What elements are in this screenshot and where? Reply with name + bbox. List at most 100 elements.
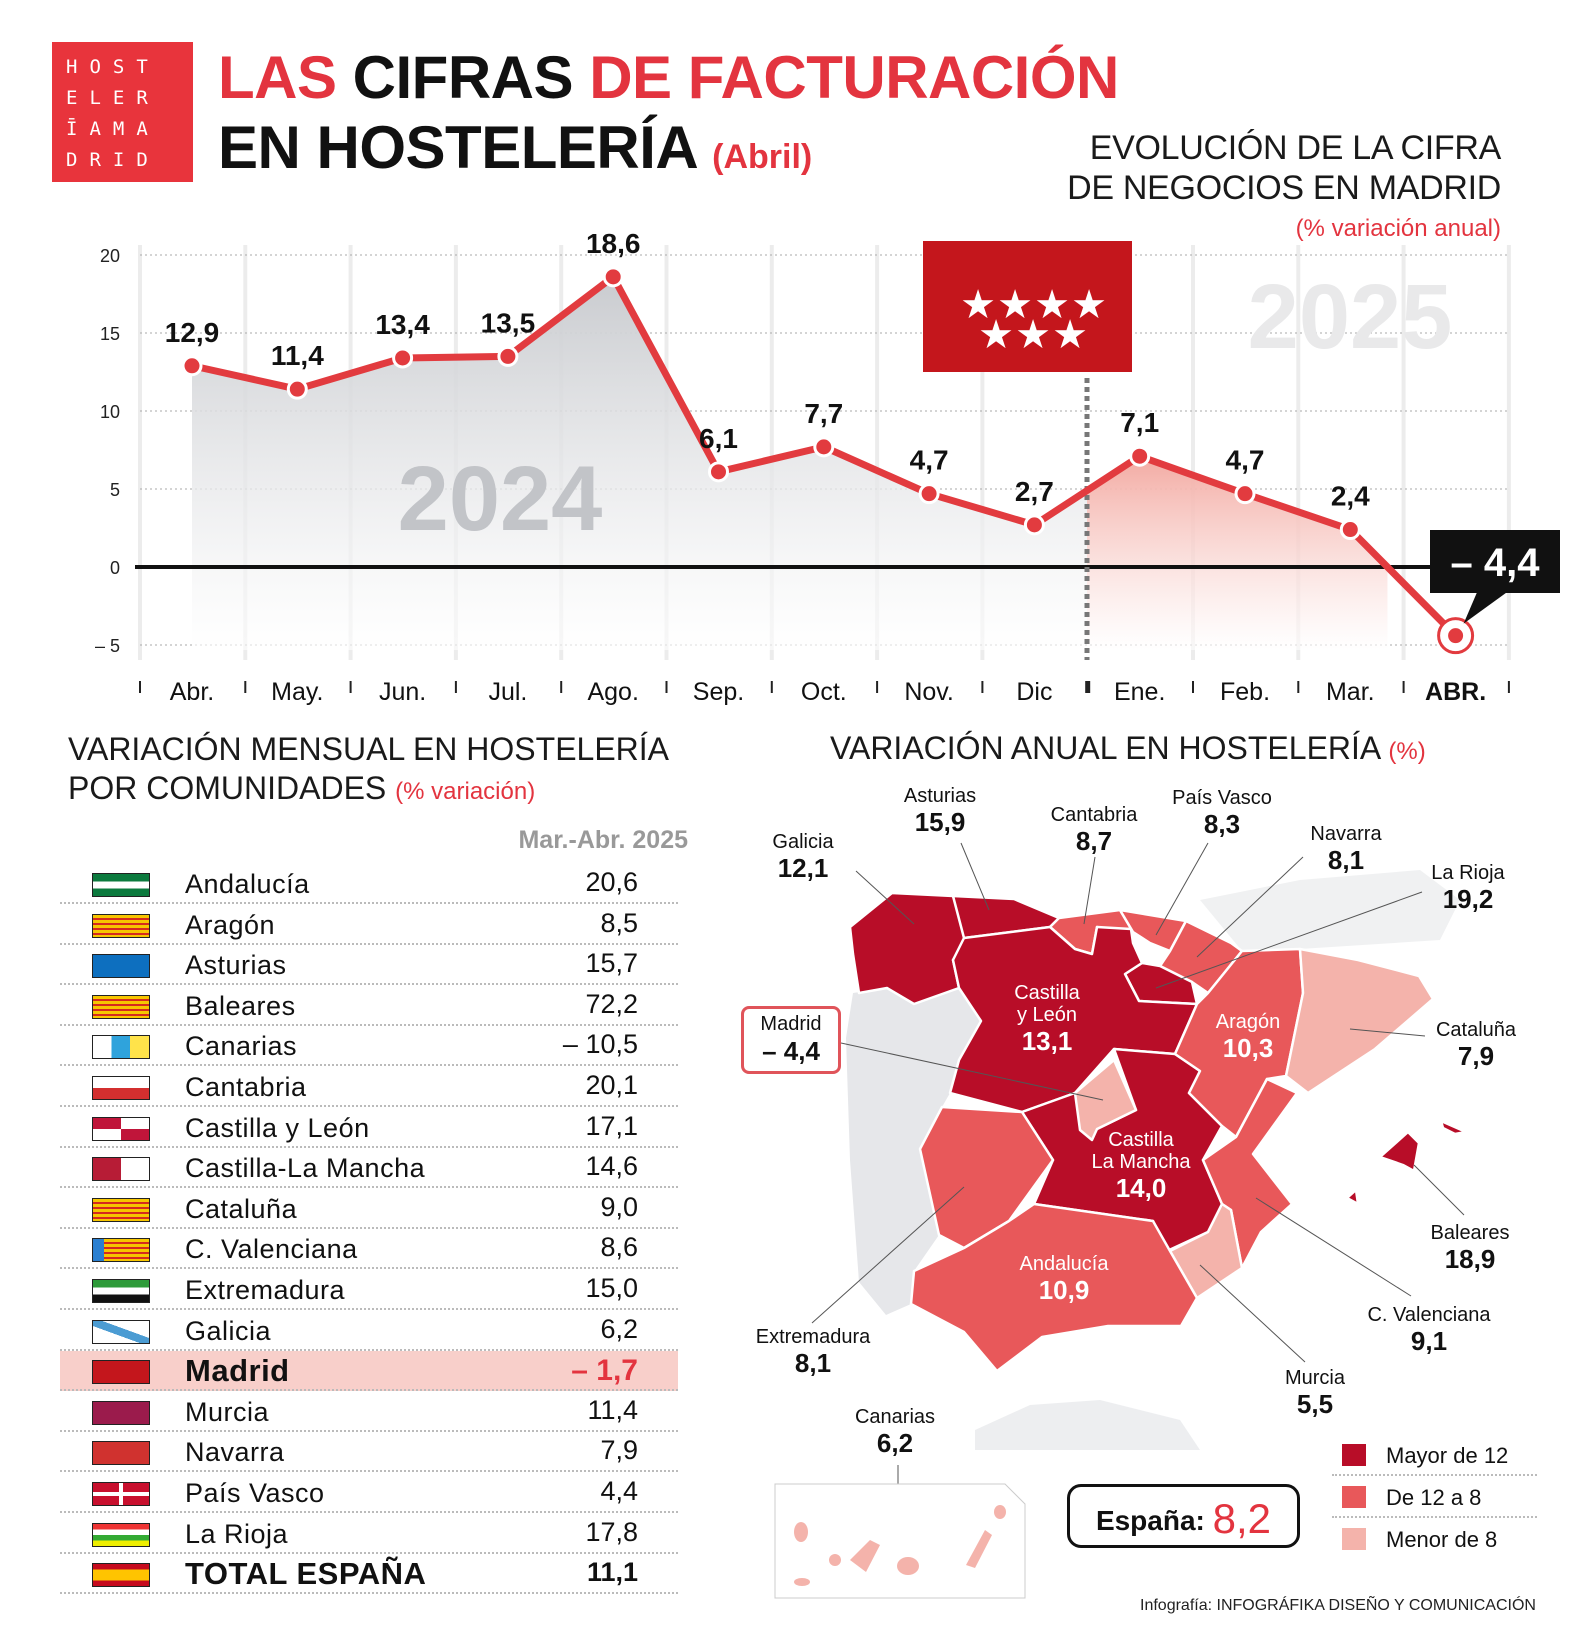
flag-icon-val bbox=[92, 1238, 150, 1263]
table-title-line: VARIACIÓN MENSUAL EN HOSTELERÍA bbox=[68, 731, 670, 767]
table-row: Andalucía 20,6 bbox=[60, 864, 678, 904]
flag-icon-mad bbox=[92, 1360, 150, 1385]
spain-total-box: España: 8,2 bbox=[1067, 1484, 1300, 1548]
credit: Infografía: INFOGRÁFIKA DISEÑO Y COMUNIC… bbox=[1140, 1597, 1536, 1615]
canarias-inset bbox=[774, 1483, 1026, 1599]
table-row: C. Valenciana 8,6 bbox=[60, 1229, 678, 1270]
region-name: Galicia bbox=[185, 1315, 272, 1346]
region-value: 8,5 bbox=[600, 907, 638, 938]
label-cataluna: Cataluña 7,9 bbox=[1435, 1019, 1517, 1071]
year-label-2025: 2025 bbox=[1248, 266, 1453, 368]
region-baleares[interactable] bbox=[1345, 1119, 1468, 1206]
region-name: Aragón bbox=[185, 909, 276, 940]
area-2025 bbox=[1087, 456, 1388, 650]
label-aragon: Aragón 10,3 bbox=[1215, 1011, 1281, 1063]
chart-title-line: EVOLUCIÓN DE LA CIFRA bbox=[1089, 129, 1502, 167]
legend-item-low: Menor de 8 bbox=[1332, 1518, 1537, 1560]
flag-icon-ast bbox=[92, 954, 150, 979]
label-galicia: Galicia 12,1 bbox=[772, 831, 834, 883]
data-label: 4,7 bbox=[910, 445, 949, 476]
y-tick-label: 0 bbox=[110, 558, 120, 578]
title-word: LAS bbox=[218, 44, 337, 111]
portugal-shape bbox=[846, 988, 981, 1315]
region-galicia[interactable] bbox=[848, 891, 969, 1006]
x-tick-label: Nov. bbox=[904, 678, 954, 706]
callout-value: – 4,4 bbox=[1451, 541, 1541, 585]
table-row: Aragón 8,5 bbox=[60, 905, 678, 945]
x-tick-label: Ene. bbox=[1114, 678, 1165, 706]
star-icon: ★ bbox=[1052, 313, 1088, 357]
region-value: 17,8 bbox=[585, 1516, 638, 1547]
region-name: Navarra bbox=[185, 1437, 285, 1468]
flag-icon-esp bbox=[92, 1563, 150, 1588]
data-label: 12,9 bbox=[165, 317, 220, 348]
table-row: Madrid – 1,7 bbox=[60, 1351, 678, 1392]
flag-icon-nav bbox=[92, 1441, 150, 1466]
region-value: 14,6 bbox=[585, 1151, 638, 1182]
area-2024 bbox=[192, 276, 1087, 650]
region-value: 11,4 bbox=[587, 1394, 638, 1425]
data-label: 18,6 bbox=[586, 228, 641, 259]
region-name: TOTAL ESPAÑA bbox=[185, 1556, 427, 1592]
label-valenciana: C. Valenciana 9,1 bbox=[1367, 1304, 1491, 1356]
table-row: Castilla y León 17,1 bbox=[60, 1108, 678, 1148]
y-tick-label: – 5 bbox=[95, 636, 120, 656]
title-word: EN HOSTELERÍA bbox=[218, 114, 696, 181]
data-label: 4,7 bbox=[1226, 445, 1265, 476]
chart-unit: (% variación anual) bbox=[1295, 215, 1501, 242]
flag-icon-and bbox=[92, 873, 150, 897]
region-madrid[interactable] bbox=[1073, 1058, 1138, 1142]
map-unit: (%) bbox=[1388, 738, 1426, 765]
x-tick-label: Dic bbox=[1016, 678, 1052, 706]
data-point bbox=[392, 347, 414, 369]
table-title: VARIACIÓN MENSUAL EN HOSTELERÍA POR COMU… bbox=[68, 730, 669, 811]
data-label: 7,1 bbox=[1120, 407, 1159, 438]
credit-prefix: Infografía: bbox=[1140, 1597, 1213, 1614]
region-cataluna[interactable] bbox=[1284, 947, 1435, 1095]
label-murcia: Murcia 5,5 bbox=[1284, 1367, 1346, 1419]
flag-icon-can bbox=[92, 1035, 150, 1060]
hosteleria-madrid-logo: HOST ELER ĪAMA DRID bbox=[52, 42, 193, 182]
flag-icon-ara bbox=[92, 913, 150, 938]
credit-name: INFOGRÁFIKA DISEÑO Y COMUNICACIÓN bbox=[1216, 1597, 1536, 1614]
table-row: Cataluña 9,0 bbox=[60, 1189, 678, 1229]
region-value: 8,6 bbox=[600, 1232, 638, 1263]
africa-shape bbox=[975, 1400, 1200, 1450]
chart-title-line: DE NEGOCIOS EN MADRID bbox=[1067, 169, 1501, 207]
table-row: Galicia 6,2 bbox=[60, 1311, 678, 1351]
table-row: Asturias 15,7 bbox=[60, 945, 678, 986]
data-point bbox=[708, 461, 729, 483]
star-icon: ★ bbox=[960, 283, 996, 327]
y-tick-label: 5 bbox=[110, 480, 120, 500]
logo-line: ĪAMA bbox=[66, 118, 160, 140]
data-point bbox=[918, 483, 940, 505]
label-la-rioja: La Rioja 19,2 bbox=[1431, 862, 1505, 914]
region-andalucia[interactable] bbox=[909, 1202, 1199, 1373]
map-title-text: VARIACIÓN ANUAL EN HOSTELERÍA bbox=[830, 730, 1380, 766]
star-icon: ★ bbox=[978, 313, 1014, 357]
page-title-line1: LAS CIFRAS DE FACTURACIÓN bbox=[218, 48, 1119, 108]
legend-item-mid: De 12 a 8 bbox=[1332, 1476, 1537, 1518]
region-name: Extremadura bbox=[185, 1275, 346, 1305]
label-baleares: Baleares 18,9 bbox=[1430, 1222, 1510, 1274]
region-name: C. Valenciana bbox=[185, 1234, 358, 1265]
table-row: Murcia 11,4 bbox=[60, 1392, 678, 1432]
flag-icon-pv bbox=[92, 1482, 150, 1506]
data-point bbox=[1445, 625, 1467, 647]
flag-icon-cyl bbox=[92, 1116, 150, 1141]
data-label: 13,4 bbox=[375, 309, 430, 340]
region-value: 20,1 bbox=[585, 1070, 638, 1100]
label-madrid: Madrid – 4,4 bbox=[741, 1006, 841, 1074]
table-row: Navarra 7,9 bbox=[60, 1432, 678, 1473]
data-label: 2,7 bbox=[1015, 476, 1054, 507]
data-point bbox=[602, 266, 624, 288]
logo-line: HOST bbox=[66, 56, 160, 78]
map-title: VARIACIÓN ANUAL EN HOSTELERÍA (%) bbox=[830, 730, 1426, 767]
label-asturias: Asturias 15,9 bbox=[903, 785, 977, 837]
data-point bbox=[1129, 445, 1151, 467]
x-tick-label: Jun. bbox=[379, 678, 426, 706]
flag-icon-gal bbox=[92, 1319, 150, 1344]
flag-icon-cat bbox=[92, 1197, 150, 1222]
flag-icon-clm bbox=[92, 1157, 150, 1182]
label-canarias: Canarias 6,2 bbox=[854, 1406, 936, 1458]
